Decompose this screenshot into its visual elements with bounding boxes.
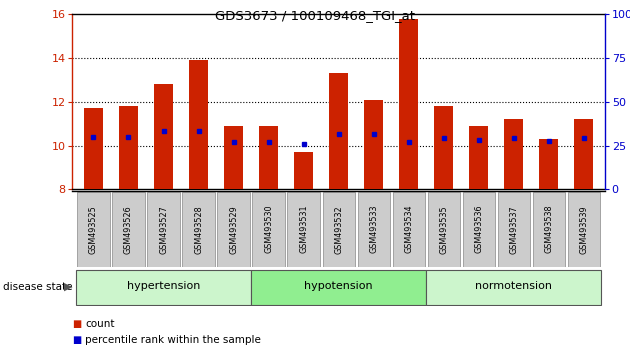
Bar xyxy=(224,126,243,189)
Text: GSM493534: GSM493534 xyxy=(404,205,413,253)
Bar xyxy=(119,106,138,189)
FancyBboxPatch shape xyxy=(287,192,319,267)
Text: GSM493538: GSM493538 xyxy=(544,205,553,253)
Text: GSM493527: GSM493527 xyxy=(159,205,168,253)
Text: GSM493525: GSM493525 xyxy=(89,205,98,253)
FancyBboxPatch shape xyxy=(251,269,426,305)
Text: disease state: disease state xyxy=(3,282,72,292)
FancyBboxPatch shape xyxy=(253,192,285,267)
Text: hypotension: hypotension xyxy=(304,281,373,291)
FancyBboxPatch shape xyxy=(426,269,601,305)
Bar xyxy=(539,139,558,189)
Text: GSM493528: GSM493528 xyxy=(194,205,203,253)
Bar xyxy=(154,84,173,189)
Text: GSM493530: GSM493530 xyxy=(264,205,273,253)
Text: GDS3673 / 100109468_TGI_at: GDS3673 / 100109468_TGI_at xyxy=(215,9,415,22)
FancyBboxPatch shape xyxy=(183,192,215,267)
Text: normotension: normotension xyxy=(475,281,553,291)
FancyBboxPatch shape xyxy=(568,192,600,267)
Bar xyxy=(329,73,348,189)
Bar xyxy=(259,126,278,189)
Text: GSM493533: GSM493533 xyxy=(369,205,378,253)
Bar xyxy=(574,119,593,189)
Text: ■: ■ xyxy=(72,319,82,329)
Text: GSM493526: GSM493526 xyxy=(124,205,133,253)
Bar xyxy=(434,106,454,189)
FancyBboxPatch shape xyxy=(428,192,460,267)
Bar xyxy=(469,126,488,189)
Text: GSM493532: GSM493532 xyxy=(334,205,343,253)
FancyBboxPatch shape xyxy=(323,192,355,267)
Bar xyxy=(364,99,383,189)
Bar xyxy=(84,108,103,189)
FancyBboxPatch shape xyxy=(77,192,110,267)
Bar xyxy=(189,60,208,189)
Text: count: count xyxy=(85,319,115,329)
Bar xyxy=(504,119,524,189)
Bar xyxy=(294,152,313,189)
Text: ■: ■ xyxy=(72,335,82,345)
FancyBboxPatch shape xyxy=(112,192,145,267)
FancyBboxPatch shape xyxy=(217,192,249,267)
Text: GSM493536: GSM493536 xyxy=(474,205,483,253)
Text: GSM493529: GSM493529 xyxy=(229,205,238,253)
FancyBboxPatch shape xyxy=(392,192,425,267)
FancyBboxPatch shape xyxy=(147,192,180,267)
FancyBboxPatch shape xyxy=(76,269,251,305)
Text: percentile rank within the sample: percentile rank within the sample xyxy=(85,335,261,345)
Text: GSM493539: GSM493539 xyxy=(580,205,588,253)
FancyBboxPatch shape xyxy=(358,192,390,267)
Text: GSM493531: GSM493531 xyxy=(299,205,308,253)
Text: hypertension: hypertension xyxy=(127,281,200,291)
Text: GSM493535: GSM493535 xyxy=(439,205,448,253)
Text: GSM493537: GSM493537 xyxy=(509,205,518,253)
FancyBboxPatch shape xyxy=(532,192,565,267)
Bar xyxy=(399,18,418,189)
FancyBboxPatch shape xyxy=(462,192,495,267)
Text: ▶: ▶ xyxy=(64,282,72,292)
FancyBboxPatch shape xyxy=(498,192,530,267)
